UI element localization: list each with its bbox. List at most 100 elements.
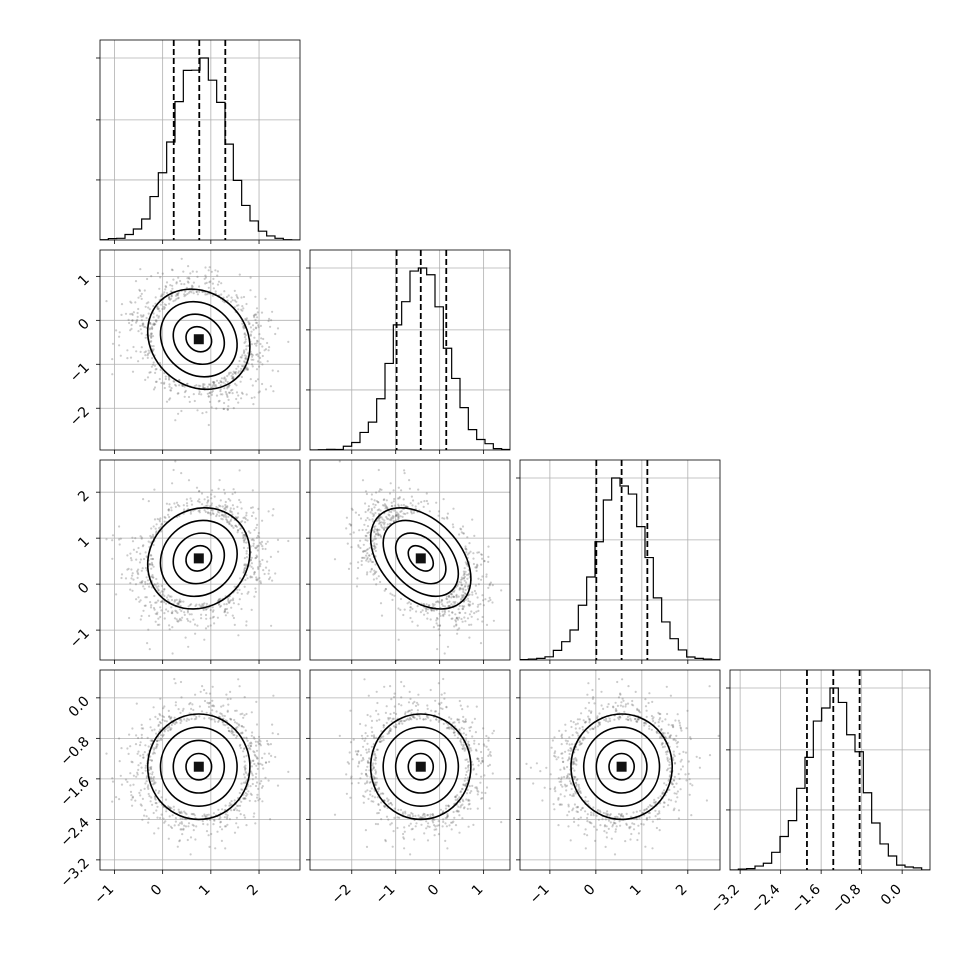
scatter-point [355,753,359,756]
scatter-point [235,384,238,387]
scatter-point [402,836,405,839]
scatter-point [426,704,429,707]
scatter-point [360,759,363,762]
contour-level-0.5 [185,752,213,781]
scatter-point [485,786,489,789]
scatter-point [224,724,227,727]
scatter-point [437,514,440,517]
scatter-point [567,825,570,828]
scatter-point [224,847,227,850]
scatter-point [211,606,214,609]
scatter-point [466,577,469,580]
scatter-point [151,803,154,806]
scatter-point [130,327,133,330]
scatter-point [150,557,153,561]
scatter-point [270,754,273,758]
scatter-point [207,499,210,502]
scatter-point [229,300,233,303]
scatter-point [226,374,229,378]
scatter-point [243,533,246,536]
scatter-point [333,813,337,816]
scatter-point [235,722,238,725]
scatter-point [256,757,259,760]
scatter-point [140,804,143,807]
scatter-point [349,796,352,799]
scatter-point [367,508,370,511]
scatter-point [618,715,622,719]
scatter-point [705,799,709,802]
scatter-point [681,765,685,768]
scatter-point [688,793,691,796]
scatter-point [476,563,479,566]
scatter-point [139,350,142,353]
scatter-point [448,716,451,719]
scatter-point [206,500,210,503]
scatter-point [152,363,155,366]
scatter-point [676,745,679,748]
scatter-point [255,554,258,557]
scatter-point [197,510,200,513]
scatter-point [214,383,217,387]
scatter-point [215,515,218,518]
scatter-point [241,712,244,715]
scatter-point [268,569,271,572]
scatter-point [421,814,424,817]
scatter-point [452,731,455,734]
scatter-point [142,609,145,612]
scatter-point [223,387,226,390]
scatter-point [211,512,214,515]
scatter-point [366,789,369,792]
scatter-point [139,558,142,561]
scatter-point [190,707,193,711]
scatter-point [567,803,570,806]
scatter-point [569,782,573,785]
scatter-point [569,839,572,842]
scatter-point [574,723,577,726]
scatter-point [613,816,616,819]
scatter-point [377,713,380,716]
scatter-point [111,342,115,345]
scatter-point [461,747,465,751]
scatter-point [150,759,153,762]
scatter-point [389,717,392,720]
scatter-point [370,509,373,512]
scatter-point [263,349,266,352]
scatter-point [141,580,144,583]
scatter-point [387,818,390,821]
scatter-point [146,786,149,789]
scatter-point [455,617,458,620]
scatter-point [384,840,387,843]
scatter-point [477,583,480,586]
scatter-point [185,719,188,723]
scatter-point [464,784,467,787]
scatter-point [159,276,162,279]
scatter-point [392,500,395,503]
scatter-point [463,572,466,575]
scatter-point [163,588,166,591]
scatter-point [208,391,211,395]
scatter-point [229,804,232,807]
scatter-point [386,732,389,736]
scatter-point [203,699,207,703]
scatter-point [207,269,210,272]
scatter-point [165,720,168,723]
scatter-point [458,796,461,799]
scatter-point [152,576,155,579]
scatter-point [186,382,189,385]
scatter-point [239,713,242,716]
scatter-point [423,613,426,616]
scatter-point [249,744,252,748]
scatter-point [234,491,237,494]
scatter-point [370,568,373,571]
scatter-point [161,715,164,718]
scatter-point [474,584,477,587]
scatter-point [203,813,206,816]
scatter-point [174,384,178,387]
scatter-point [561,752,564,755]
scatter-point [144,354,147,357]
scatter-point [128,321,131,325]
density-peak [193,553,204,564]
scatter-point [158,790,161,793]
scatter-point [370,800,373,803]
scatter-point [240,397,243,400]
